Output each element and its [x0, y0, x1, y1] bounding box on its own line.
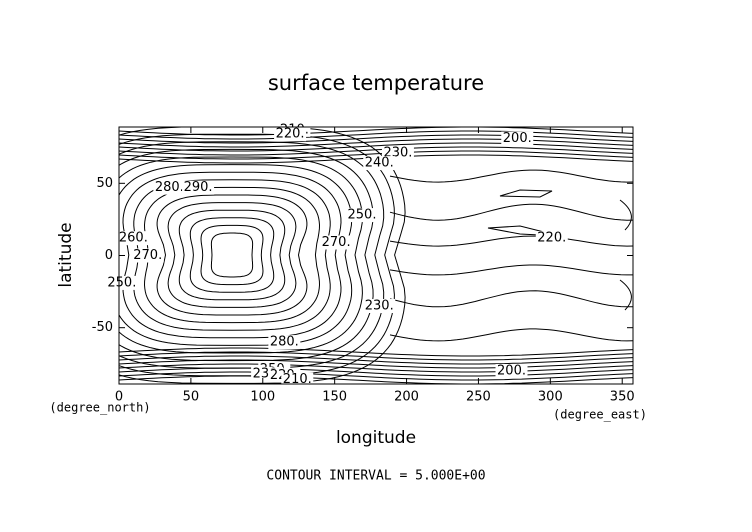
contour-line [119, 371, 633, 381]
contour-label-bg [281, 372, 314, 387]
y-tick-label: 0 [105, 248, 113, 263]
contour-line [119, 359, 633, 369]
contour-label: 290. [184, 180, 213, 195]
contour-label: 250. [348, 208, 377, 223]
y-axis-label: latitude [56, 222, 76, 287]
contour-label: 220. [276, 127, 305, 142]
contour-label: 280. [155, 180, 184, 195]
contour-line [119, 141, 385, 369]
contour-label-bg [495, 364, 528, 379]
contour-label-bg [131, 248, 164, 263]
contour-line [119, 127, 633, 136]
contour-label-bg [274, 127, 307, 142]
contour-label-bg [320, 235, 353, 250]
contour-label-bg [501, 131, 534, 146]
x-unit: (degree_east) [553, 408, 647, 422]
contour-line [119, 133, 395, 377]
contour-line [119, 127, 406, 384]
contour-line [389, 169, 633, 183]
x-tick-label: 100 [250, 390, 275, 405]
contour-line [119, 130, 633, 140]
contour-label: 270. [133, 248, 162, 263]
contour-line [619, 199, 632, 231]
contour-label: 220. [537, 231, 566, 246]
x-tick-label: 150 [322, 390, 347, 405]
contour-line [119, 156, 363, 354]
contour-label-bg [182, 180, 215, 195]
contour-line [167, 202, 297, 308]
contour-label: 260. [119, 231, 148, 246]
contour-line [119, 367, 633, 377]
contour-label-bg [268, 335, 301, 350]
contour-label: 280. [270, 335, 299, 350]
contour-field [119, 127, 633, 384]
contour-line [119, 138, 633, 148]
y-unit: (degree_north) [49, 401, 150, 415]
contour-labels: 210.220.200.230.240.280.290.250.260.270.… [105, 122, 568, 387]
contour-label-bg [363, 156, 396, 171]
contour-label: 230. [365, 299, 394, 314]
contour-label-bg [117, 231, 150, 246]
contour-line [210, 232, 254, 278]
contour-line [119, 375, 633, 384]
y-tick-label: 50 [96, 176, 113, 191]
chart-title: surface temperature [268, 71, 484, 95]
contour-label-bg [345, 208, 378, 223]
contour-line [178, 209, 286, 301]
contour-label: 240. [365, 156, 394, 171]
contour-label: 210. [283, 372, 312, 387]
contour-line [189, 217, 275, 293]
contour-line [499, 189, 553, 198]
contour-line [119, 150, 633, 160]
contour-line [119, 347, 633, 357]
contour-label: 200. [503, 131, 532, 146]
contour-label-bg [363, 299, 396, 314]
contour-label: 270. [322, 235, 351, 250]
contour-label: 250. [107, 275, 136, 290]
contour-line [119, 355, 633, 365]
footer: CONTOUR INTERVAL = 5.000E+00 [266, 469, 485, 484]
y-tick-label: -50 [92, 320, 113, 335]
x-axis-label: longitude [336, 428, 416, 448]
contour-line [119, 351, 633, 361]
contour-line [389, 203, 633, 221]
x-tick-label: 0 [115, 390, 123, 405]
contour-line [389, 264, 633, 276]
contour-line [619, 279, 632, 311]
x-tick-label: 50 [183, 390, 200, 405]
contour-line [119, 142, 633, 152]
contour-line [119, 363, 633, 373]
x-tick-label: 250 [466, 390, 491, 405]
x-tick-label: 350 [610, 390, 635, 405]
contour-line [119, 134, 633, 144]
contour-label-bg [105, 275, 138, 290]
x-tick-label: 200 [394, 390, 419, 405]
contour-line [156, 194, 308, 316]
contour-line [122, 171, 342, 339]
x-tick-label: 300 [538, 390, 563, 405]
contour-label: 200. [497, 364, 526, 379]
contour-line [200, 224, 264, 286]
contour-label-bg [153, 180, 186, 195]
contour-line [389, 235, 633, 247]
contour-line [119, 146, 633, 156]
contour-line [389, 328, 633, 342]
contour-label-bg [535, 231, 568, 246]
contour-line [119, 164, 353, 346]
contour-line [143, 186, 321, 324]
contour-line [119, 148, 374, 362]
contour-line [389, 290, 633, 308]
